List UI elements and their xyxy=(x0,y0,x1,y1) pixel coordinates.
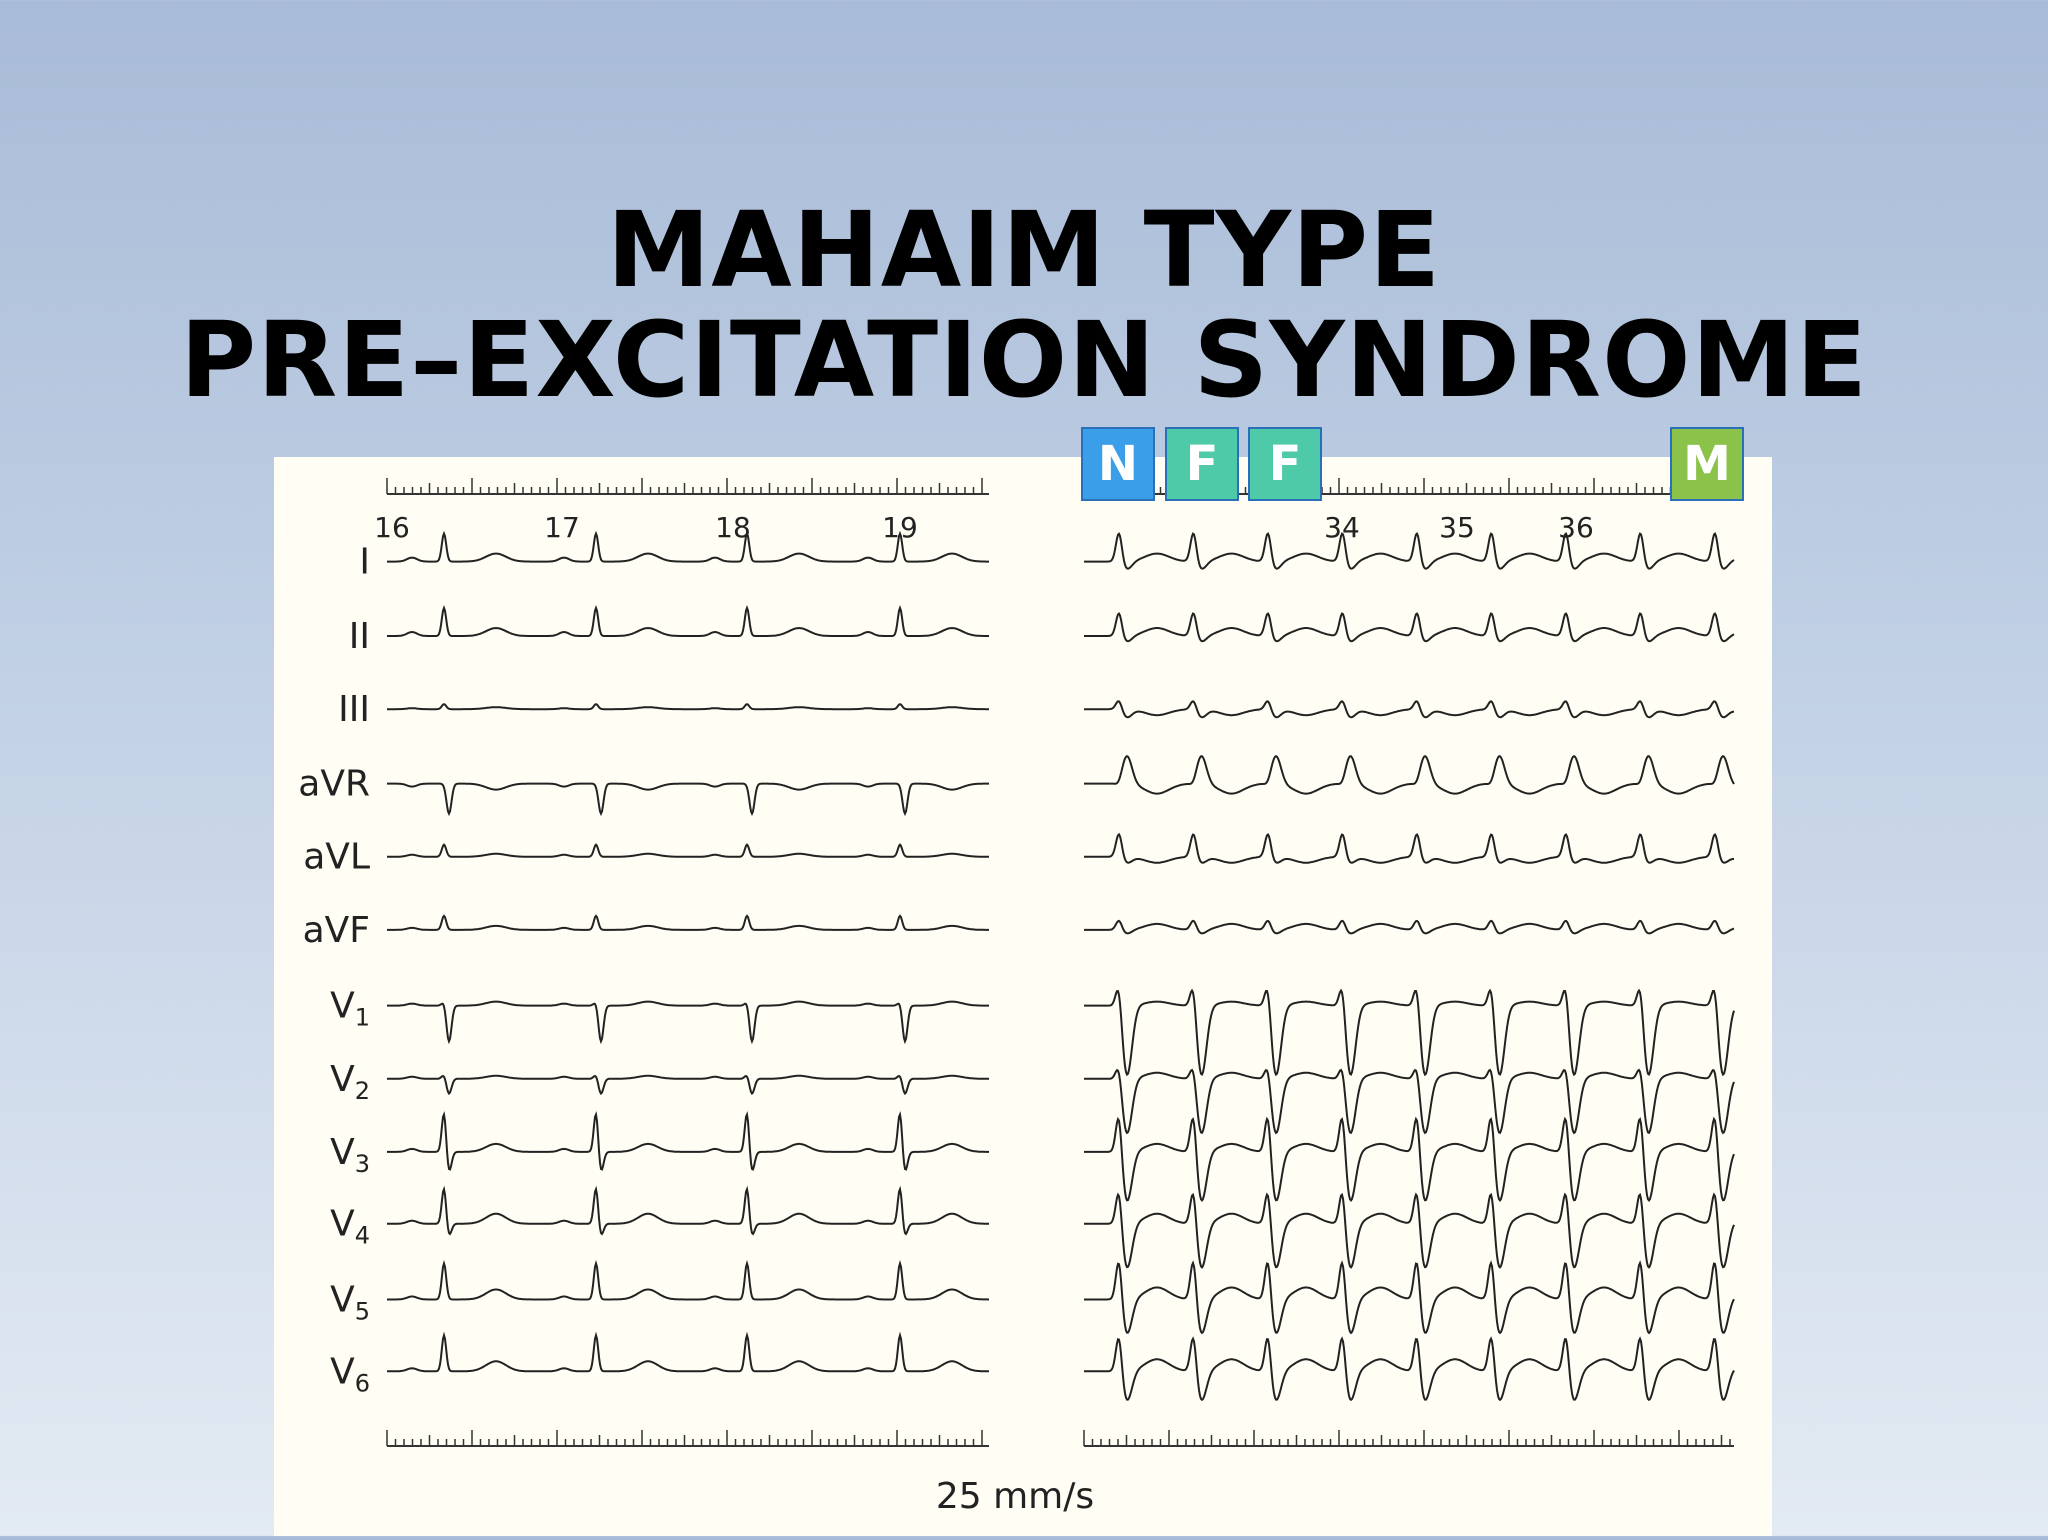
lead-name: aVR xyxy=(298,764,370,805)
lead-subscript: 2 xyxy=(355,1077,370,1105)
lead-name: V xyxy=(330,1132,355,1173)
lead-label: II xyxy=(349,616,370,657)
badge: F xyxy=(1165,427,1239,501)
lead-name: aVF xyxy=(303,910,370,951)
ecg-trace xyxy=(1084,988,1735,1077)
lead-subscript: 3 xyxy=(355,1150,370,1178)
ecg-panel: 16 17 18 19 34 35 36 I II III aVR aVL aVF V1 V2 V3 V4 V5 V… xyxy=(274,457,1772,1536)
ecg-trace xyxy=(387,782,989,817)
ruler-ticks xyxy=(386,1430,983,1446)
lead-label: V3 xyxy=(330,1132,370,1178)
lead-label: V2 xyxy=(330,1059,370,1105)
title-line: PRE–EXCITATION SYNDROME xyxy=(179,299,1869,421)
badge: F xyxy=(1248,427,1322,501)
lead-name: V xyxy=(330,1279,355,1320)
paper-speed: 25 mm/s xyxy=(936,1476,1094,1517)
ecg-trace xyxy=(1084,832,1734,864)
ecg-trace xyxy=(387,605,989,637)
lead-label: III xyxy=(338,689,370,730)
ecg-trace xyxy=(1084,611,1735,643)
lead-label: V6 xyxy=(330,1351,370,1397)
lead-name: V xyxy=(330,1059,355,1100)
ecg-trace xyxy=(387,1110,989,1171)
ecg-trace xyxy=(387,1074,989,1096)
ecg-trace xyxy=(387,1259,989,1301)
badge: M xyxy=(1670,427,1744,501)
lead-subscript: 6 xyxy=(355,1369,370,1397)
ecg-strip: 16 17 18 19 34 35 36IIIIIIaVRaVLaVFV1V2V3V4V5V… xyxy=(298,478,1735,1517)
ruler-ticks xyxy=(386,478,983,494)
lead-name: I xyxy=(359,542,370,583)
ecg-trace xyxy=(1084,700,1735,719)
lead-subscript: 4 xyxy=(355,1222,370,1250)
ecg-trace xyxy=(387,530,989,563)
lead-label: V4 xyxy=(330,1204,370,1250)
lead-name: V xyxy=(330,986,355,1027)
ecg-trace xyxy=(1084,755,1735,795)
ecg-trace xyxy=(1084,532,1735,570)
lead-label: aVL xyxy=(303,837,370,878)
lead-name: V xyxy=(330,1351,355,1392)
lead-name: V xyxy=(330,1204,355,1245)
lead-label: aVF xyxy=(303,910,370,951)
ruler-ticks xyxy=(1083,1430,1731,1446)
ruler-label: 35 xyxy=(1439,511,1475,544)
lead-name: II xyxy=(349,616,370,657)
ecg-trace xyxy=(1084,1336,1735,1402)
ruler-label: 17 xyxy=(544,511,580,544)
lead-subscript: 1 xyxy=(355,1004,370,1032)
ruler-label: 16 xyxy=(374,511,410,544)
lead-name: aVL xyxy=(303,837,370,878)
badge: N xyxy=(1081,427,1155,501)
ecg-trace xyxy=(387,914,989,931)
ecg-trace xyxy=(387,703,989,711)
ruler-label: 19 xyxy=(882,511,918,544)
ruler-label: 34 xyxy=(1324,511,1360,544)
lead-name: III xyxy=(338,689,370,730)
lead-subscript: 5 xyxy=(355,1297,370,1325)
ecg-trace xyxy=(1084,919,1735,935)
ecg-trace xyxy=(1084,1260,1735,1335)
ecg-trace xyxy=(1084,1192,1735,1269)
lead-label: V5 xyxy=(330,1279,370,1325)
ecg-trace xyxy=(1084,1068,1735,1135)
ecg-trace xyxy=(387,1331,989,1373)
lead-label: V1 xyxy=(330,986,370,1032)
title-line: MAHAIM TYPE xyxy=(606,189,1442,311)
lead-label: I xyxy=(359,542,370,583)
ecg-trace xyxy=(1084,1116,1735,1203)
ecg-trace xyxy=(387,1000,989,1045)
lead-label: aVR xyxy=(298,764,370,805)
ecg-trace xyxy=(387,843,989,858)
ecg-trace xyxy=(387,1185,989,1236)
